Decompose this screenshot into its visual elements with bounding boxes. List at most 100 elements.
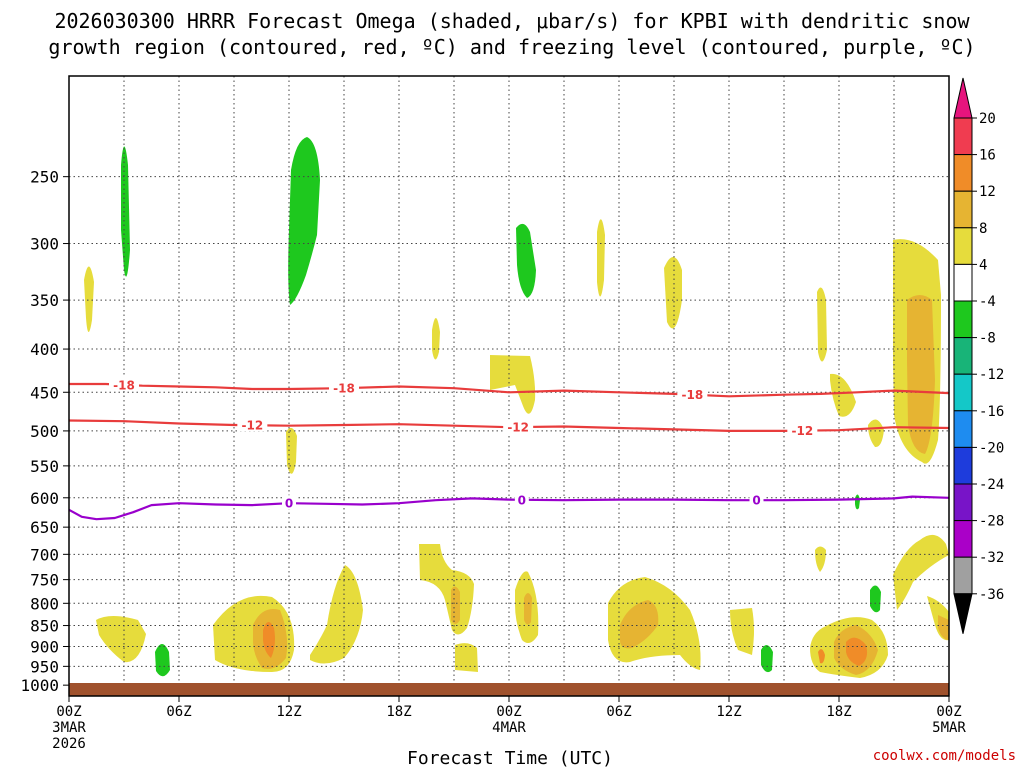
x-tick-label: 00Z [496, 704, 521, 720]
colorbar-bin [953, 190, 973, 229]
omega-shade-green [121, 146, 130, 277]
colorbar-tick-label: -8 [979, 331, 996, 347]
omega-shade-yellow [830, 373, 856, 417]
colorbar-bin [953, 300, 973, 339]
x-tick-label: 12Z [276, 704, 301, 720]
colorbar-bin [953, 556, 973, 595]
omega-shade-yellow [84, 266, 94, 333]
omega-shade-orange [818, 649, 825, 664]
y-tick-label: 700 [30, 545, 59, 564]
colorbar-tick-label: -16 [979, 404, 1004, 420]
x-tick-label: 18Z [386, 704, 411, 720]
contour-label: -12 [241, 419, 263, 433]
x-tick-label: 3MAR [52, 720, 86, 736]
contour-line [68, 495, 950, 521]
omega-shade-yellow [455, 643, 478, 672]
x-tick-label: 12Z [716, 704, 741, 720]
y-tick-label: 650 [30, 518, 59, 537]
contour-label-bg [749, 492, 764, 507]
contour-label: 0 [752, 494, 760, 508]
contour-label-bg [329, 380, 359, 395]
y-tick-label: 750 [30, 571, 59, 590]
colorbar-tick-label: 12 [979, 184, 996, 200]
contour-label: -18 [113, 378, 135, 392]
omega-shade-yellow [419, 544, 474, 635]
contour-label-bg [514, 491, 529, 506]
omega-shade-green [516, 223, 536, 298]
y-tick-label: 850 [30, 617, 59, 636]
omega-shade-yellow [96, 616, 146, 663]
colorbar-bin [953, 520, 973, 558]
y-tick-label: 500 [30, 422, 59, 441]
colorbar-bottom-arrow [953, 593, 973, 634]
contour-label: -12 [791, 424, 813, 438]
credit-text: coolwx.com/models [873, 748, 1016, 764]
omega-shade-yellow [286, 427, 297, 474]
chart-title-line1: 2026030300 HRRR Forecast Omega (shaded, … [54, 9, 970, 33]
colorbar-tick-label: -20 [979, 440, 1004, 456]
colorbar-legend: 20 16 12 8 4 -4 -8 -12 -16 -20 -24 -28 -32 -36 [953, 77, 1004, 634]
colorbar-tick-label: -4 [979, 294, 996, 310]
colorbar-bin [953, 154, 973, 192]
colorbar-tick-label: -12 [979, 367, 1004, 383]
colorbar-bin [953, 373, 973, 412]
omega-shade-green [761, 644, 773, 673]
contours: -18 -18 -18 -12 -12 -12 0 0 0 [68, 376, 950, 521]
omega-shade-yellow [868, 419, 884, 448]
y-tick-label: 800 [30, 594, 59, 613]
x-tick-label: 2026 [52, 736, 86, 752]
colorbar-tick-label: 8 [979, 221, 987, 237]
omega-shade-orange [263, 621, 275, 658]
colorbar-tick-label: -32 [979, 550, 1004, 566]
y-tick-label: 1000 [20, 676, 59, 695]
colorbar-bin [953, 117, 973, 156]
y-axis: 250 300 350 400 450 500 550 600 650 700 750 800 850 9… [20, 168, 69, 695]
omega-shade-yellow [817, 287, 827, 362]
x-tick-label: 06Z [606, 704, 631, 720]
omega-shade-green [870, 585, 881, 613]
omega-shade-yellow [310, 565, 363, 664]
omega-shade-gold [620, 600, 659, 649]
contour-label-bg [787, 422, 818, 437]
x-tick-label: 5MAR [932, 720, 966, 736]
y-tick-label: 550 [30, 457, 59, 476]
x-axis-label: Forecast Time (UTC) [407, 748, 613, 768]
omega-shade-yellow [664, 256, 682, 329]
ground-surface-strip [69, 683, 949, 696]
colorbar-bin [953, 227, 973, 265]
omega-shade-orange [846, 637, 868, 666]
omega-shade-yellow [490, 355, 536, 414]
x-tick-label: 00Z [936, 704, 961, 720]
x-tick-label: 18Z [826, 704, 851, 720]
omega-shade-yellow [597, 219, 605, 297]
contour-line [69, 382, 950, 398]
contour-label-bg [677, 386, 708, 401]
omega-shade-gold [524, 593, 532, 625]
contour-label-bg [237, 417, 268, 432]
x-tick-label: 06Z [166, 704, 191, 720]
omega-shade-yellow [893, 534, 949, 610]
y-tick-label: 400 [30, 340, 59, 359]
y-tick-label: 900 [30, 638, 59, 657]
x-tick-label: 4MAR [492, 720, 526, 736]
omega-shade-gold [451, 586, 460, 624]
colorbar-tick-label: 16 [979, 148, 996, 164]
y-tick-label: 450 [30, 383, 59, 402]
contour-label-bg [503, 419, 534, 434]
omega-shade-green [288, 137, 320, 305]
y-tick-label: 350 [30, 291, 59, 310]
omega-shade-gold [907, 295, 935, 454]
colorbar-tick-label: -24 [979, 477, 1004, 493]
x-tick-label: 00Z [56, 704, 81, 720]
plot-area: -18 -18 -18 -12 -12 -12 0 0 0 250 300 350 400 450 500… [20, 75, 966, 752]
chart-title-line2: growth region (contoured, red, ºC) and f… [48, 35, 975, 59]
contour-label: 0 [518, 493, 526, 507]
colorbar-tick-label: 20 [979, 111, 996, 127]
contour-label-bg [282, 495, 296, 510]
y-tick-label: 950 [30, 657, 59, 676]
omega-shade-yellow [730, 608, 754, 655]
contour-label: -18 [681, 388, 703, 402]
colorbar-tick-label: -28 [979, 514, 1004, 530]
